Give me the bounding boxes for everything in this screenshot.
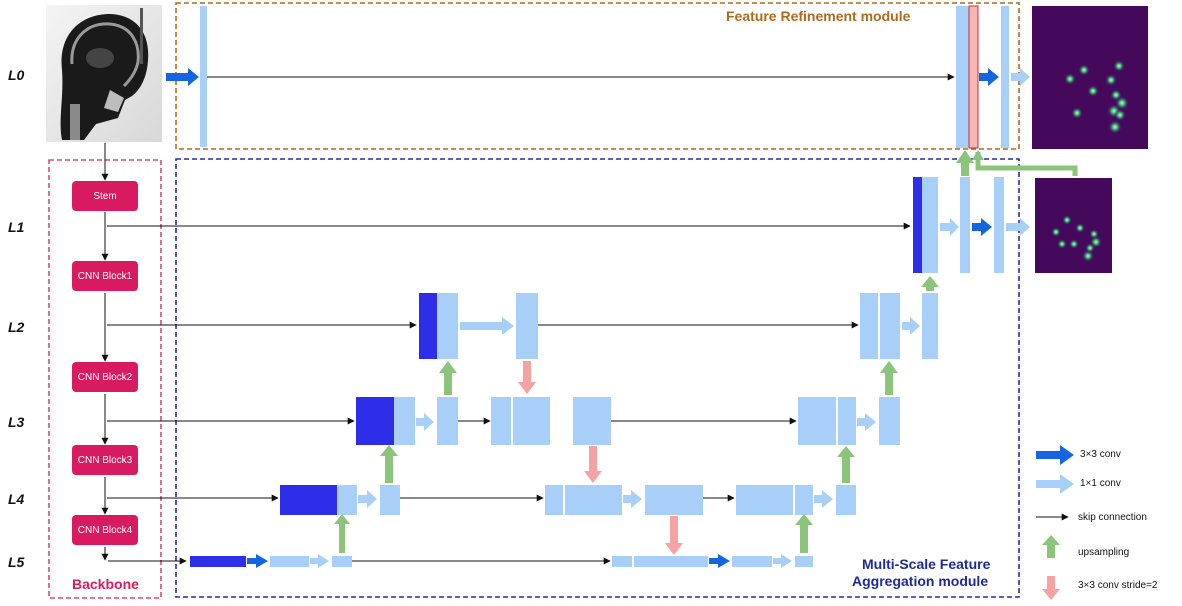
xray-image [46, 5, 162, 142]
level-label-l2: L2 [8, 319, 25, 335]
legend-conv3-icon [1036, 445, 1074, 465]
downsampling-arrows [518, 361, 683, 555]
legend-down-icon [1042, 576, 1060, 600]
refinement-module-title: Feature Refinement module [726, 8, 911, 24]
backbone-title: Backbone [72, 576, 139, 592]
level-label-l0: L0 [8, 67, 25, 83]
level-label-l5: L5 [8, 554, 25, 570]
feature-blocks [200, 6, 1009, 567]
backbone-block-stem: Stem [72, 181, 138, 211]
heatmap-l1 [1035, 178, 1112, 273]
conv3x3-arrows [166, 68, 999, 568]
legend-up-icon [1042, 535, 1060, 558]
refinement-module-border [175, 2, 1020, 150]
level-label-l1: L1 [8, 219, 25, 235]
backbone-block-cnn1: CNN Block1 [72, 261, 138, 291]
legend-conv1-icon [1036, 474, 1074, 494]
backbone-block-cnn2: CNN Block2 [72, 362, 138, 392]
backbone-block-cnn4: CNN Block4 [72, 515, 138, 545]
aggregation-module-title-line1: Multi-Scale Feature [862, 556, 991, 572]
legend-skip-label: skip connection [1078, 512, 1147, 523]
upsampling-arrows [334, 150, 974, 553]
level-label-l3: L3 [8, 414, 25, 430]
legend [1036, 445, 1074, 600]
conv1x1-arrows [310, 68, 1030, 568]
refine-block [968, 5, 979, 149]
legend-up-label: upsampling [1078, 547, 1130, 558]
aggregation-module-title-line2: Aggregation module [852, 573, 989, 589]
backbone-block-cnn3: CNN Block3 [72, 445, 138, 475]
legend-down-label: 3×3 conv stride=2 [1078, 580, 1158, 591]
legend-conv3-label: 3×3 conv [1080, 449, 1121, 460]
heatmap-feedback-arrowhead [972, 150, 984, 160]
heatmap-l0 [1032, 6, 1148, 149]
legend-conv1-label: 1×1 conv [1080, 478, 1121, 489]
heatmap-feedback-line [975, 152, 1078, 176]
level-label-l4: L4 [8, 491, 25, 507]
deep-feature-blocks [190, 177, 922, 567]
